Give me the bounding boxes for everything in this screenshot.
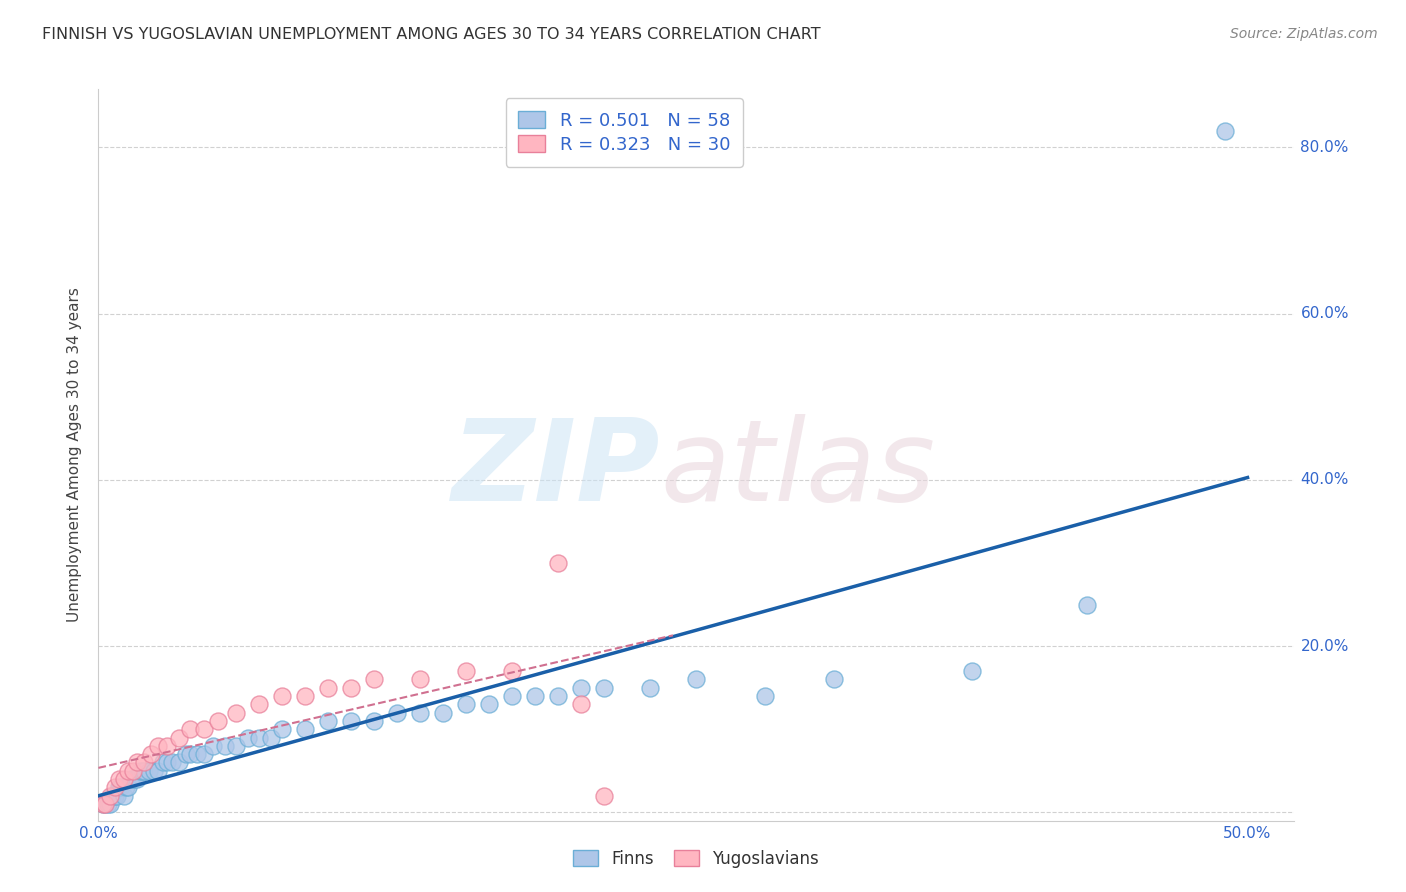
Point (294, 723, 316, 737)
Point (122, 772, 145, 786)
Text: ZIP: ZIP (451, 414, 661, 525)
Point (167, 756, 190, 770)
Point (117, 780, 139, 795)
Point (112, 789, 135, 803)
Point (340, 714, 363, 728)
Point (148, 739, 170, 753)
Point (478, 698, 501, 712)
Point (91, 797, 114, 811)
Point (167, 731, 190, 745)
Point (593, 789, 616, 803)
Point (225, 739, 247, 753)
Point (141, 747, 163, 761)
Point (271, 689, 294, 703)
Point (122, 764, 145, 778)
Point (134, 764, 156, 778)
Point (105, 789, 128, 803)
Point (108, 780, 131, 795)
Text: 60.0%: 60.0% (1301, 306, 1348, 321)
Point (138, 764, 160, 778)
Point (501, 689, 523, 703)
Text: 40.0%: 40.0% (1301, 473, 1348, 487)
Point (124, 772, 146, 786)
Point (456, 698, 478, 712)
Y-axis label: Unemployment Among Ages 30 to 34 years: Unemployment Among Ages 30 to 34 years (67, 287, 83, 623)
Text: Source: ZipAtlas.com: Source: ZipAtlas.com (1230, 27, 1378, 41)
Point (98, 797, 121, 811)
Point (638, 681, 661, 695)
Point (363, 673, 385, 687)
Point (94, 797, 117, 811)
Point (316, 681, 339, 695)
Point (202, 739, 225, 753)
Point (179, 723, 201, 737)
Point (547, 556, 569, 570)
Point (127, 756, 149, 770)
Point (101, 789, 124, 803)
Point (108, 772, 131, 786)
Point (569, 681, 592, 695)
Point (179, 747, 201, 761)
Point (98, 789, 121, 803)
Point (685, 673, 707, 687)
Point (207, 714, 229, 728)
Point (134, 756, 156, 770)
Point (174, 747, 197, 761)
Point (193, 723, 215, 737)
Point (569, 698, 592, 712)
Point (754, 689, 776, 703)
Point (409, 673, 432, 687)
Point (432, 706, 454, 720)
Point (115, 780, 138, 795)
Point (456, 664, 478, 678)
Point (960, 664, 983, 678)
Point (501, 664, 523, 678)
Point (120, 772, 142, 786)
Point (91, 797, 114, 811)
Point (409, 706, 432, 720)
Point (1076, 598, 1098, 612)
Point (593, 681, 616, 695)
Legend: Finns, Yugoslavians: Finns, Yugoslavians (562, 840, 830, 878)
Point (524, 689, 547, 703)
Point (127, 772, 149, 786)
Point (152, 756, 174, 770)
Point (236, 731, 259, 745)
Point (131, 764, 153, 778)
Text: 20.0%: 20.0% (1301, 639, 1348, 654)
Point (110, 780, 132, 795)
Point (112, 772, 135, 786)
Point (823, 673, 845, 687)
Point (128, 764, 150, 778)
Point (385, 706, 409, 720)
Point (103, 780, 125, 795)
Point (271, 723, 294, 737)
Point (260, 731, 283, 745)
Point (156, 756, 179, 770)
Point (340, 681, 363, 695)
Point (247, 698, 270, 712)
Point (148, 764, 170, 778)
Point (316, 714, 339, 728)
Point (94, 797, 117, 811)
Point (547, 689, 569, 703)
Point (142, 764, 165, 778)
Point (214, 739, 236, 753)
Point (247, 731, 270, 745)
Point (294, 689, 316, 703)
Text: 80.0%: 80.0% (1301, 140, 1348, 155)
Point (363, 714, 385, 728)
Point (225, 706, 247, 720)
Point (97, 797, 120, 811)
Text: atlas: atlas (661, 414, 935, 525)
Point (160, 756, 183, 770)
Point (193, 747, 215, 761)
Point (103, 789, 125, 803)
Point (156, 739, 179, 753)
Point (186, 747, 208, 761)
Point (117, 764, 139, 778)
Text: FINNISH VS YUGOSLAVIAN UNEMPLOYMENT AMONG AGES 30 TO 34 YEARS CORRELATION CHART: FINNISH VS YUGOSLAVIAN UNEMPLOYMENT AMON… (42, 27, 821, 42)
Point (1213, 124, 1236, 138)
